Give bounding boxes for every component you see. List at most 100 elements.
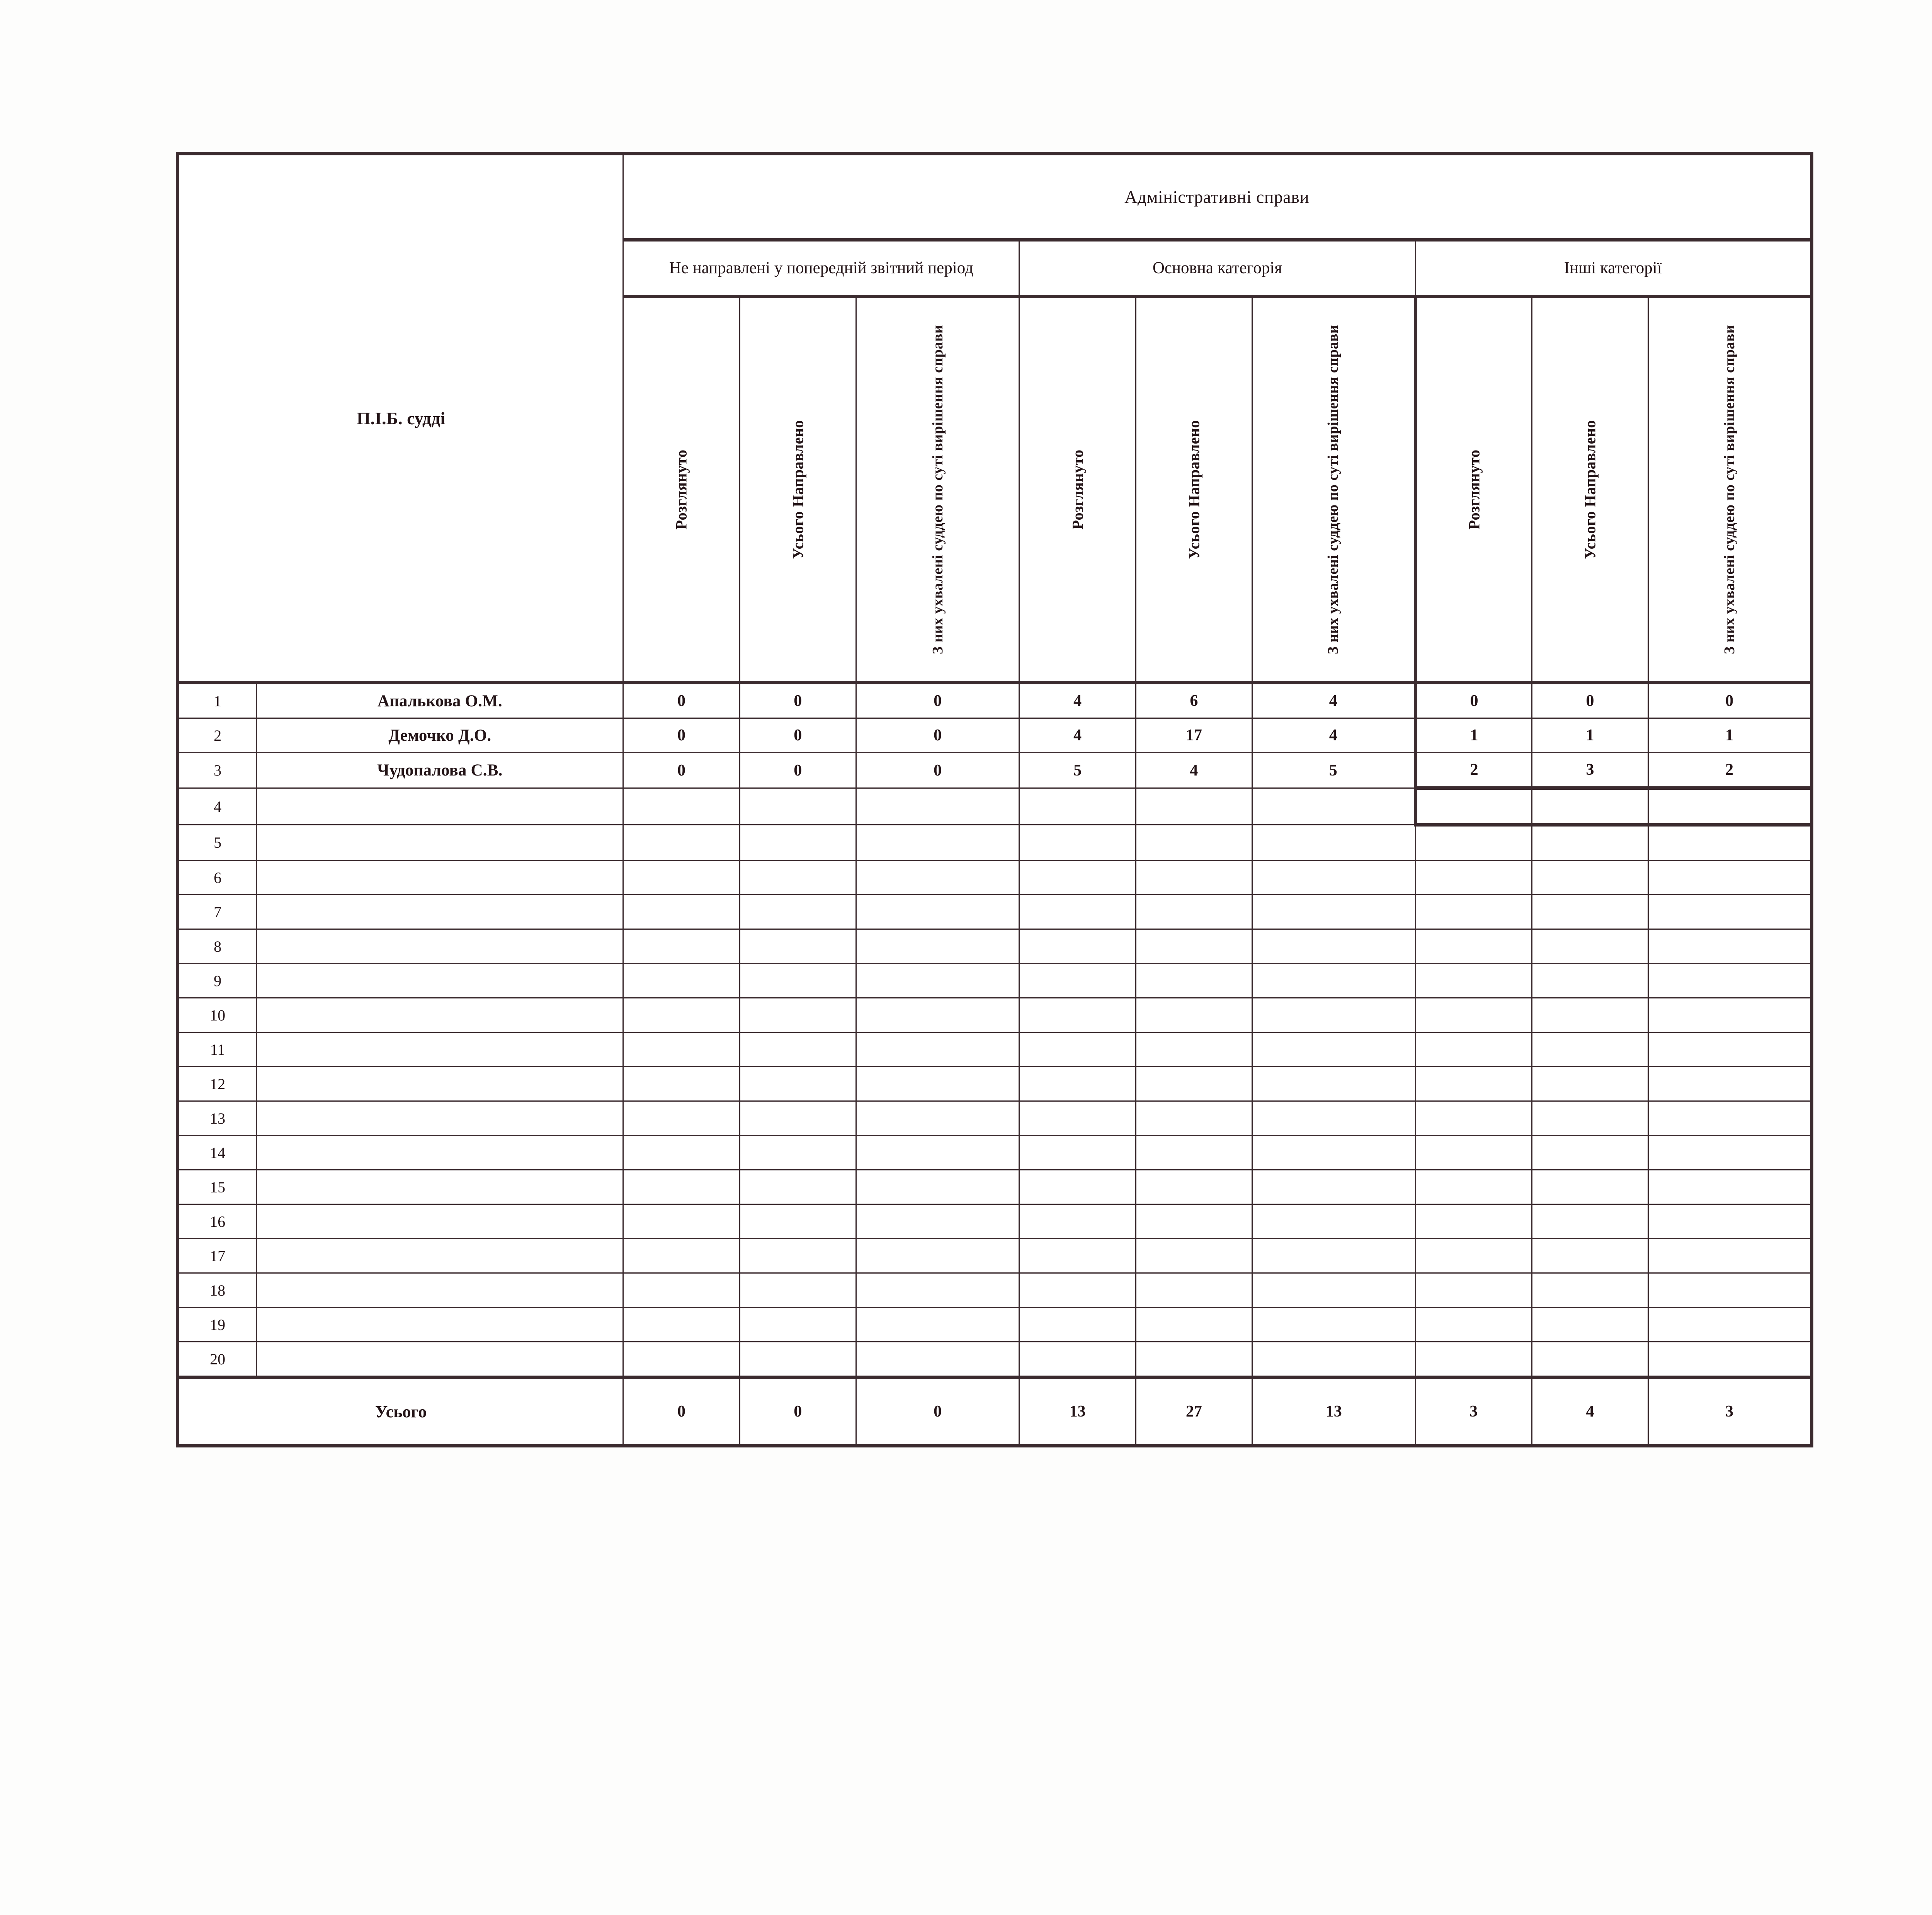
cell-other-reviewed <box>1415 824 1532 861</box>
cell-other-reviewed: 2 <box>1413 752 1532 790</box>
cell-main-decided <box>1252 894 1416 930</box>
cell-main-decided <box>1252 1204 1416 1239</box>
table-row: 6 <box>175 860 1813 895</box>
cell-notsent-total-sent <box>739 1204 857 1239</box>
cell-other-decided <box>1648 1204 1813 1239</box>
cell-value: 17 <box>1185 726 1202 744</box>
cell-other-total-sent: 0 <box>1531 681 1649 719</box>
cell-other-reviewed <box>1415 894 1532 930</box>
cell-main-reviewed <box>1019 787 1136 825</box>
totals-row: Усього 0 0 0 13 27 13 3 4 <box>175 1376 1813 1447</box>
cell-other-total-sent <box>1531 1066 1649 1102</box>
row-header-label: П.І.Б. судді <box>356 408 446 428</box>
cell-notsent-reviewed: 0 <box>622 718 740 753</box>
cell-notsent-reviewed <box>622 1169 740 1205</box>
cell-value: 0 <box>1725 692 1734 710</box>
cell-main-reviewed <box>1019 1341 1136 1378</box>
row-index-cell: 5 <box>175 824 257 861</box>
row-index: 14 <box>210 1144 226 1162</box>
judge-name-cell <box>256 1100 624 1136</box>
cell-notsent-total-sent: 0 <box>739 752 857 789</box>
table-row: 13 <box>175 1100 1813 1136</box>
row-index-cell: 8 <box>175 929 257 964</box>
table-row: 9 <box>175 963 1813 998</box>
cell-other-decided <box>1648 1272 1813 1308</box>
cell-other-total-sent <box>1531 963 1649 998</box>
cell-notsent-total-sent: 0 <box>739 681 857 719</box>
cell-main-decided <box>1252 787 1416 825</box>
judge-name-cell <box>256 963 624 998</box>
cell-main-total-sent <box>1135 1238 1253 1274</box>
cell-main-total-sent <box>1135 1341 1253 1378</box>
cell-other-total-sent <box>1531 824 1649 861</box>
cell-other-decided: 0 <box>1648 681 1813 719</box>
row-index-cell: 3 <box>175 752 257 789</box>
cell-notsent-decided <box>855 1032 1020 1067</box>
judge-name-cell <box>256 1307 624 1342</box>
cell-main-reviewed <box>1019 1066 1136 1102</box>
total-main-reviewed: 13 <box>1019 1376 1136 1447</box>
cell-value: 0 <box>934 761 942 779</box>
cell-main-decided <box>1252 860 1416 895</box>
cell-other-reviewed <box>1415 1307 1532 1342</box>
judge-name-cell <box>256 1032 624 1067</box>
judge-name-cell <box>256 1066 624 1102</box>
row-index: 4 <box>214 798 222 815</box>
row-index-cell: 19 <box>175 1307 257 1342</box>
row-index-cell: 15 <box>175 1169 257 1205</box>
cell-main-decided: 4 <box>1252 681 1416 719</box>
cell-value: 4 <box>1329 692 1337 710</box>
cell-other-total-sent: 3 <box>1531 752 1649 790</box>
cell-main-total-sent <box>1135 860 1253 895</box>
cell-notsent-decided <box>855 787 1020 825</box>
cell-notsent-decided <box>855 1272 1020 1308</box>
cell-notsent-total-sent <box>739 1238 857 1274</box>
cell-notsent-total-sent <box>739 1100 857 1136</box>
cell-other-decided <box>1648 963 1813 998</box>
cell-main-total-sent <box>1135 1272 1253 1308</box>
cell-other-total-sent <box>1531 1272 1649 1308</box>
cell-other-reviewed <box>1415 929 1532 964</box>
cell-other-total-sent <box>1531 1204 1649 1239</box>
cell-notsent-decided <box>855 997 1020 1033</box>
cell-main-decided <box>1252 929 1416 964</box>
cell-value: 0 <box>1470 692 1478 710</box>
cell-main-decided: 5 <box>1252 752 1416 789</box>
cell-main-reviewed <box>1019 963 1136 998</box>
cell-value: 4 <box>1329 726 1337 744</box>
cell-main-total-sent: 6 <box>1135 681 1253 719</box>
judge-name-cell: Апалькова О.М. <box>256 681 624 719</box>
cell-notsent-reviewed <box>622 963 740 998</box>
cell-notsent-total-sent: 0 <box>739 718 857 753</box>
row-index: 2 <box>214 726 222 744</box>
cell-other-total-sent <box>1531 1032 1649 1067</box>
cell-value: 0 <box>677 692 685 710</box>
total-other-reviewed: 3 <box>1415 1376 1532 1447</box>
cell-notsent-decided <box>855 1100 1020 1136</box>
total-notsent-total-sent: 0 <box>739 1376 857 1447</box>
measure-header-notsent-total-sent: Усього Направлено <box>739 296 857 684</box>
cell-main-total-sent <box>1135 1307 1253 1342</box>
totals-label-cell: Усього <box>175 1376 624 1447</box>
cell-other-reviewed <box>1415 963 1532 998</box>
total-main-decided: 13 <box>1252 1376 1416 1447</box>
cell-main-decided <box>1252 1238 1416 1274</box>
row-index: 8 <box>214 937 222 955</box>
cell-other-total-sent <box>1531 1169 1649 1205</box>
cell-notsent-reviewed <box>622 894 740 930</box>
cell-value: 2 <box>1725 761 1734 779</box>
cell-main-reviewed <box>1019 860 1136 895</box>
cell-notsent-reviewed <box>622 787 740 825</box>
cell-other-decided: 1 <box>1648 718 1813 753</box>
cell-notsent-total-sent <box>739 1341 857 1378</box>
measure-header-main-reviewed: Розглянуто <box>1019 296 1136 684</box>
cell-notsent-decided <box>855 1341 1020 1378</box>
cell-main-total-sent <box>1135 1135 1253 1170</box>
table-row: 12 <box>175 1066 1813 1102</box>
cell-main-total-sent <box>1135 929 1253 964</box>
row-index-cell: 9 <box>175 963 257 998</box>
row-index: 11 <box>210 1041 225 1058</box>
cell-value: 0 <box>677 726 685 744</box>
row-index: 3 <box>214 762 222 779</box>
